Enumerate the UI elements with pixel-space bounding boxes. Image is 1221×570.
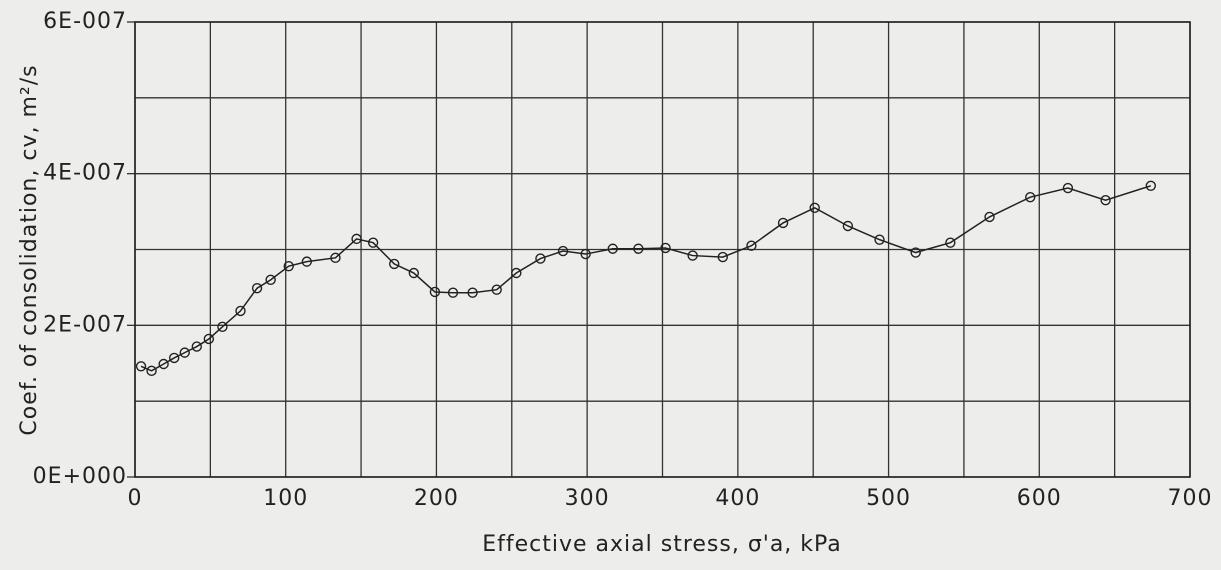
data-point xyxy=(809,202,820,213)
data-point xyxy=(910,247,921,258)
data-point xyxy=(158,358,169,370)
x-tick-label: 400 xyxy=(715,486,760,511)
y-axis-label: Coef. of consolidation, cv, m²/s xyxy=(17,64,42,435)
x-tick-label: 300 xyxy=(565,486,610,511)
data-point xyxy=(235,305,246,317)
data-point xyxy=(217,321,228,333)
x-tick-label: 200 xyxy=(414,486,459,511)
y-tick-label: 0E+000 xyxy=(33,464,127,489)
data-point xyxy=(580,248,591,260)
data-point xyxy=(447,287,459,298)
data-point xyxy=(984,211,995,223)
data-point xyxy=(146,365,157,377)
data-point xyxy=(168,352,180,364)
data-point xyxy=(179,347,190,358)
data-point xyxy=(351,233,362,245)
data-point xyxy=(429,286,441,298)
data-line xyxy=(140,185,1152,372)
data-point xyxy=(301,256,313,267)
data-point xyxy=(1025,191,1036,203)
data-point xyxy=(251,282,263,294)
data-point xyxy=(389,258,400,270)
data-point xyxy=(945,237,956,248)
data-point xyxy=(633,243,644,254)
data-point xyxy=(408,267,420,279)
data-point xyxy=(203,333,215,345)
data-point xyxy=(660,242,671,254)
data-point xyxy=(135,361,147,372)
x-tick-label: 600 xyxy=(1017,486,1062,511)
data-point xyxy=(607,243,618,254)
data-point xyxy=(1062,182,1074,194)
x-tick-label: 700 xyxy=(1168,486,1213,511)
data-point xyxy=(535,253,546,264)
data-point xyxy=(746,240,757,251)
data-point xyxy=(467,287,478,298)
y-tick-label: 6E-007 xyxy=(43,9,127,34)
data-point xyxy=(1145,180,1157,192)
data-point xyxy=(283,260,294,272)
y-tick-label: 2E-007 xyxy=(43,312,127,337)
x-tick-label: 0 xyxy=(128,486,143,511)
data-point xyxy=(874,234,885,245)
y-tick-label: 4E-007 xyxy=(43,161,127,186)
data-point xyxy=(330,252,341,264)
data-point xyxy=(191,341,202,352)
data-point xyxy=(511,267,522,279)
data-point xyxy=(265,274,276,286)
x-tick-label: 500 xyxy=(866,486,911,511)
data-point xyxy=(842,220,854,232)
plot-frame xyxy=(134,21,1191,478)
x-tick-label: 100 xyxy=(263,486,308,511)
data-point xyxy=(717,251,728,263)
data-point xyxy=(777,217,789,229)
data-point xyxy=(557,245,569,257)
data-point xyxy=(687,250,698,261)
data-point xyxy=(491,284,502,295)
data-point xyxy=(367,237,379,248)
x-axis-label: Effective axial stress, σ'a, kPa xyxy=(482,532,842,557)
data-point xyxy=(1100,195,1111,206)
